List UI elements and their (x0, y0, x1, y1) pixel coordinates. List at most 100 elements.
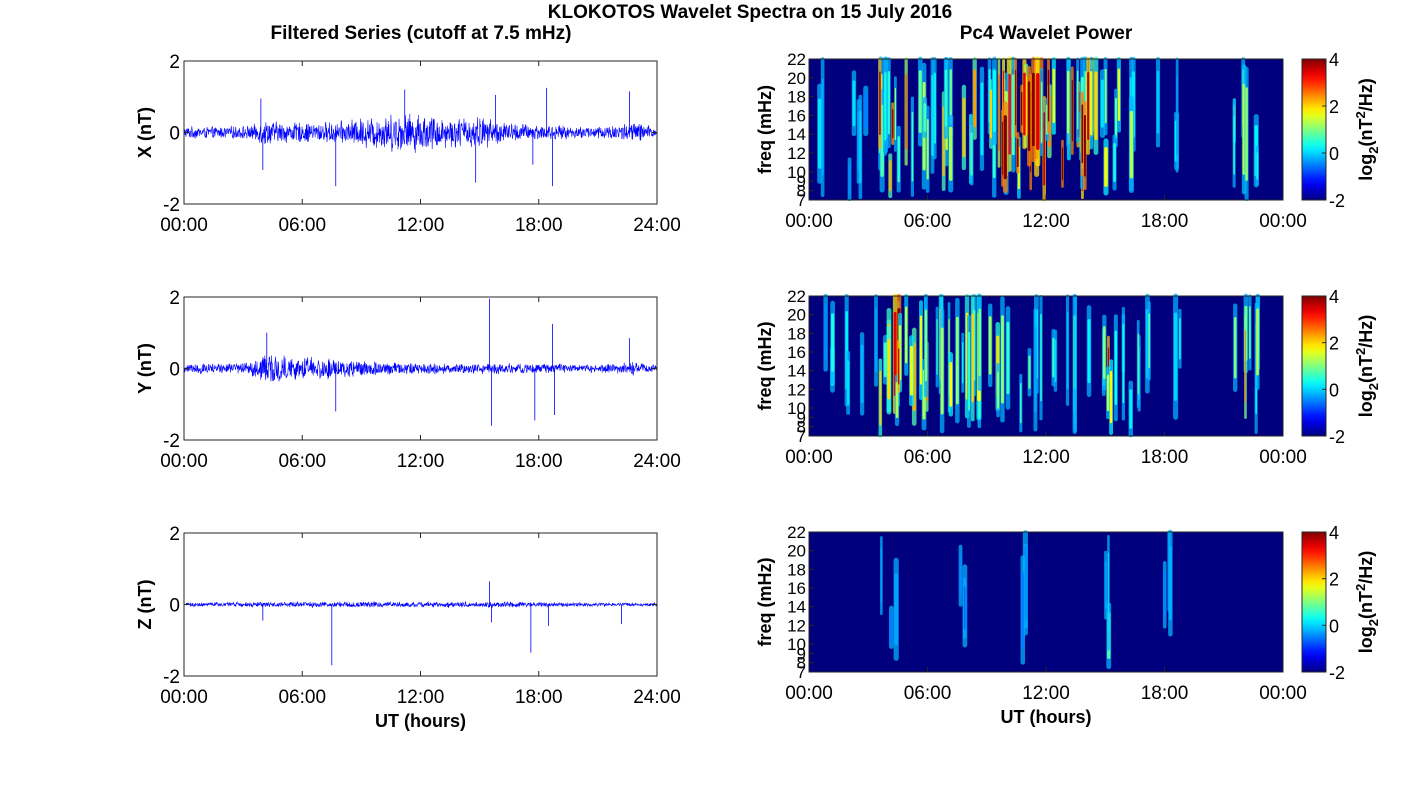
series-panel-y: 2 0 -200:00 06:00 12:00 18:00 24:00 Y (nT) (135, 288, 681, 472)
y-tick-label: -2 (163, 195, 180, 216)
x-tick-label: 12:00 (1022, 447, 1070, 468)
x-tick-label: 00:00 (1259, 447, 1307, 468)
series-trace-z (183, 600, 657, 609)
colorbar-label-part: (nT (1356, 355, 1376, 383)
freq-tick-label: 12 (787, 144, 806, 163)
colorbar-frame (1301, 58, 1327, 201)
freq-tick-label: 16 (787, 579, 806, 598)
x-tick-label: 06:00 (904, 211, 952, 232)
freq-tick-label: 14 (787, 598, 806, 617)
colorbar-tick-label: -2 (1329, 191, 1345, 211)
left-column-title: Filtered Series (cutoff at 7.5 mHz) (271, 23, 572, 44)
freq-tick-label: 20 (787, 542, 806, 561)
colorbar-label-part: /Hz) (1356, 315, 1376, 348)
freq-tick-label: 12 (787, 380, 806, 399)
x-tick-label: 12:00 (1022, 211, 1070, 232)
colorbar-label: log2(nT2/Hz) (1353, 315, 1381, 417)
x-tick-label: 06:00 (278, 687, 326, 708)
freq-tick-label: 18 (787, 324, 806, 343)
x-tick-label: 06:00 (278, 451, 326, 472)
freq-tick-label: 18 (787, 88, 806, 107)
freq-tick-label: 12 (787, 616, 806, 635)
freq-tick-label: 8 (797, 654, 806, 673)
right-column-title: Pc4 Wavelet Power (960, 23, 1133, 44)
colorbar-label-part: 2 (1353, 348, 1368, 355)
series-ylabel: Z (nT) (135, 580, 155, 630)
x-tick-label: 12:00 (397, 215, 445, 236)
x-tick-label: 18:00 (1141, 447, 1189, 468)
colorbar-tick-label: 0 (1329, 144, 1339, 164)
colorbar-label-part: 2 (1353, 111, 1368, 118)
colorbar-label: log2(nT2/Hz) (1353, 551, 1381, 653)
freq-tick-label: 22 (787, 50, 806, 69)
x-tick-label: 06:00 (278, 215, 326, 236)
spectrum-xlabel: UT (hours) (1001, 707, 1092, 727)
colorbar-tick-label: 0 (1329, 616, 1339, 636)
x-tick-label: 00:00 (160, 215, 208, 236)
x-tick-label: 12:00 (397, 687, 445, 708)
colorbar-tick-label: -2 (1329, 427, 1345, 447)
x-tick-label: 00:00 (160, 687, 208, 708)
freq-tick-label: 9 (797, 172, 806, 191)
x-tick-label: 00:00 (1259, 211, 1307, 232)
x-tick-label: 24:00 (633, 687, 681, 708)
freq-tick-label: 18 (787, 560, 806, 579)
colorbar-frame (1301, 295, 1327, 437)
x-tick-label: 18:00 (515, 451, 563, 472)
freq-tick-label: 8 (797, 418, 806, 437)
freq-tick-label: 22 (787, 287, 806, 306)
freq-tick-label: 22 (787, 523, 806, 542)
y-tick-label: 0 (169, 360, 180, 381)
x-tick-label: 00:00 (785, 683, 833, 704)
freq-tick-label: 7 (797, 191, 806, 210)
colorbar-label-part: 2 (1366, 619, 1381, 626)
colorbar-label-part: 2 (1366, 383, 1381, 390)
x-tick-label: 06:00 (904, 683, 952, 704)
x-tick-label: 00:00 (1259, 683, 1307, 704)
spectrum-ylabel: freq (mHz) (755, 85, 775, 174)
figure-title: KLOKOTOS Wavelet Spectra on 15 July 2016 (548, 2, 952, 23)
x-tick-label: 18:00 (515, 687, 563, 708)
series-panel-z: 2 0 -200:00 06:00 12:00 18:00 24:00 Z (nT) UT (h… (135, 524, 681, 731)
x-tick-label: 24:00 (633, 451, 681, 472)
colorbar-label-part: log (1356, 626, 1376, 653)
y-tick-label: 2 (169, 524, 180, 545)
freq-tick-label: 20 (787, 69, 806, 88)
series-trace-y (183, 355, 658, 382)
freq-tick-label: 7 (797, 427, 806, 446)
x-tick-label: 24:00 (633, 215, 681, 236)
x-tick-label: 00:00 (160, 451, 208, 472)
spectrum-ylabel: freq (mHz) (755, 321, 775, 410)
y-tick-label: 0 (169, 124, 180, 145)
colorbar-tick-label: 2 (1329, 97, 1339, 117)
colorbar-gradient (1302, 532, 1326, 672)
x-tick-label: 12:00 (397, 451, 445, 472)
x-tick-label: 12:00 (1022, 683, 1070, 704)
y-tick-label: 2 (169, 52, 180, 73)
series-ylabel: Y (nT) (135, 343, 155, 394)
freq-tick-label: 7 (797, 663, 806, 682)
colorbar-label-part: /Hz) (1356, 78, 1376, 111)
freq-tick-label: 20 (787, 306, 806, 325)
colorbar-tick-label: 2 (1329, 570, 1339, 590)
series-ylabel: X (nT) (135, 107, 155, 158)
colorbar-tick-label: 2 (1329, 334, 1339, 354)
y-tick-label: 0 (169, 596, 180, 617)
colorbar-label-part: 2 (1353, 584, 1368, 591)
y-tick-label: -2 (163, 667, 180, 688)
colorbar-label-part: 2 (1366, 146, 1381, 153)
freq-tick-label: 10 (787, 635, 806, 654)
freq-tick-label: 14 (787, 125, 806, 144)
freq-tick-label: 16 (787, 106, 806, 125)
freq-tick-label: 14 (787, 362, 806, 381)
colorbar-gradient (1302, 59, 1326, 200)
colorbar-tick-label: 0 (1329, 380, 1339, 400)
spectrum-background (809, 532, 1283, 672)
freq-tick-label: 8 (797, 182, 806, 201)
